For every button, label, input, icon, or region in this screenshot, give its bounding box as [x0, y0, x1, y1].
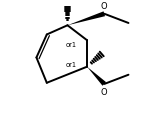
Polygon shape — [67, 12, 105, 26]
Text: O: O — [101, 88, 108, 97]
Polygon shape — [87, 67, 106, 86]
Text: or1: or1 — [65, 41, 76, 47]
Text: or1: or1 — [65, 62, 76, 68]
Text: O: O — [101, 2, 108, 11]
